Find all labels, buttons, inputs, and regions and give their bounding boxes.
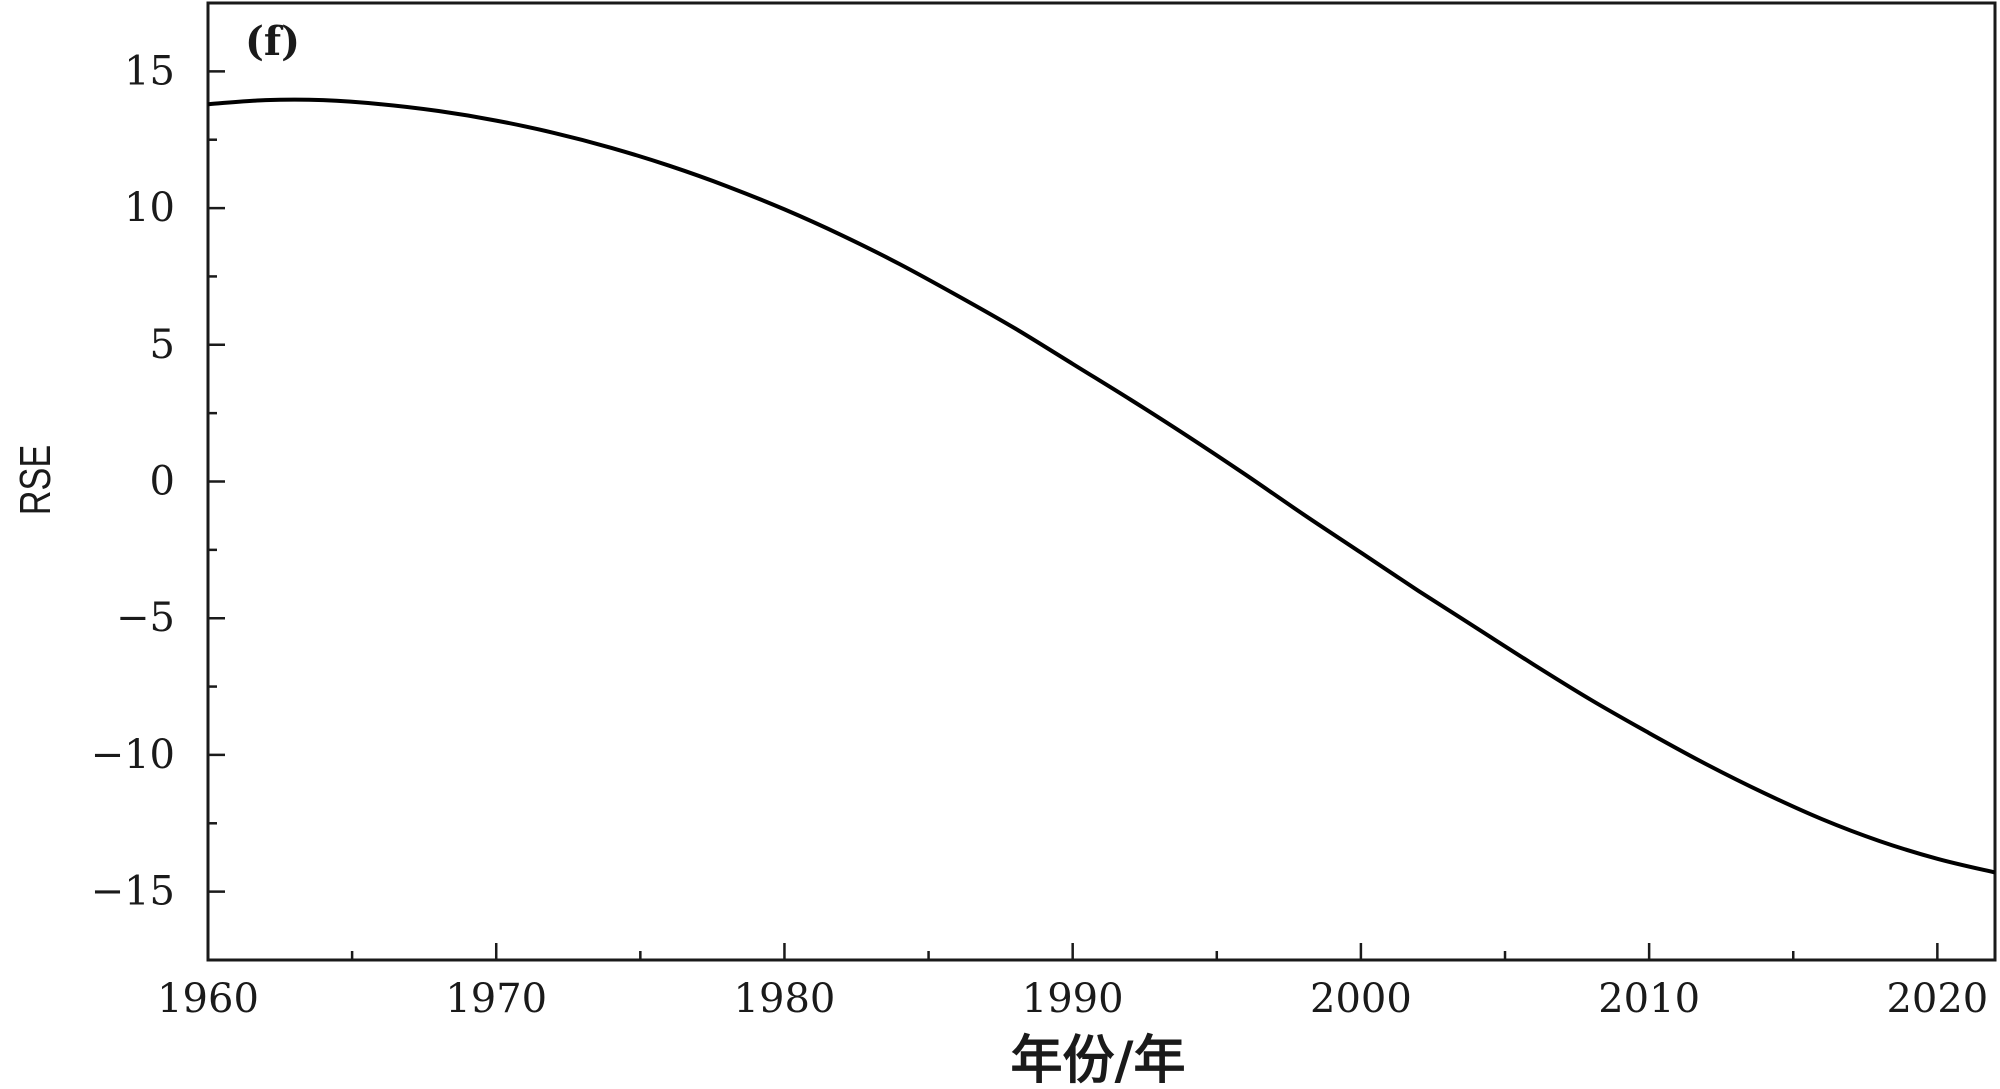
x-tick-label: 1990: [1022, 976, 1124, 1022]
y-tick-label: −5: [116, 595, 175, 641]
x-tick-label: 1980: [734, 976, 836, 1022]
x-tick-label: 2010: [1598, 976, 1700, 1022]
plot-frame: [206, 1, 1997, 962]
y-tick-label: −10: [91, 732, 175, 778]
x-tick-label: 1970: [445, 976, 547, 1022]
y-tick-label: 5: [150, 322, 175, 368]
x-tick-label: 2000: [1310, 976, 1412, 1022]
x-tick-label: 2020: [1886, 976, 1988, 1022]
y-tick-label: 10: [124, 185, 175, 231]
y-tick-label: 15: [124, 48, 175, 94]
rse-series-line: [207, 97, 1996, 875]
y-axis-title: RSE: [11, 445, 60, 516]
panel-label: (f): [245, 18, 300, 65]
y-tick-label: −15: [91, 869, 175, 915]
x-axis-title: 年份/年: [1011, 1031, 1186, 1089]
x-tick-label: 1960: [157, 976, 259, 1022]
y-tick-label: 0: [150, 459, 175, 505]
